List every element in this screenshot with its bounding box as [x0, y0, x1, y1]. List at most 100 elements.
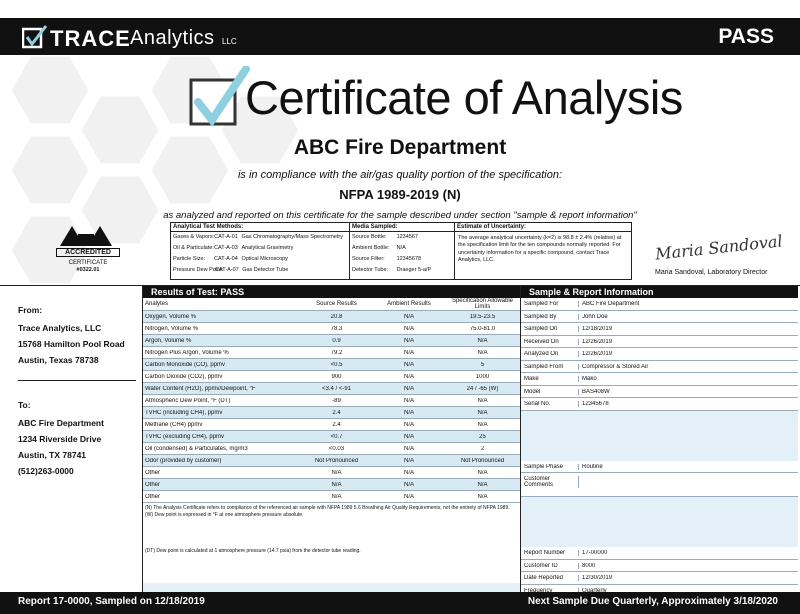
result-cell: N/A [477, 481, 488, 488]
results-title: Results of Test: PASS [143, 286, 520, 298]
result-cell: N/A [403, 385, 414, 392]
signature: Maria Sandoval [654, 231, 784, 264]
result-cell: N/A [403, 337, 414, 344]
sample-cell: Compressor & Stored Air [582, 363, 649, 370]
from-address: Trace Analytics, LLC 15768 Hamilton Pool … [18, 320, 125, 368]
result-row: Oil (condensed) & Particulates, mg/m3 <0.… [143, 443, 520, 455]
result-cell: 24 / -65 (W) [466, 385, 499, 392]
divider [18, 380, 136, 381]
result-cell: 900 [331, 373, 342, 380]
result-cell: 20.8 [330, 313, 343, 320]
result-row: Other N/A N/A N/A [143, 467, 520, 479]
sample-row: Make Mako [521, 373, 798, 386]
sample-cell: 12345678 [582, 401, 609, 407]
result-row: Nitrogen Plus Argon, Volume % 79.2 N/A N/A [143, 347, 520, 359]
reported-text: as analyzed and reported on this certifi… [163, 210, 637, 221]
result-cell: <0.03 [328, 445, 345, 452]
media-cell: Ambient Bottle: [352, 244, 390, 251]
from-label: From: [18, 305, 43, 315]
sample-group: Report Number 17-00000 Customer ID 8000 Date… [521, 547, 798, 597]
result-cell: 2.4 [332, 409, 341, 416]
header-bar: TRACE Analytics LLC PASS [0, 18, 800, 55]
result-cell: 75.0-81.0 [469, 325, 496, 332]
methods-box: Analytical Test Methods: Gases & Vapors: C… [170, 222, 350, 280]
sample-cell: Sampled By [521, 313, 579, 320]
result-cell: 1000 [475, 373, 490, 380]
method-row: Oil & Particulate: CAT-A-03 Analytical Gra… [171, 243, 349, 254]
sample-row: Analyzed On 12/26/2019 [521, 348, 798, 361]
media-cell: Detector Tube: [352, 266, 389, 273]
sample-cell: 8000 [582, 562, 596, 569]
sample-row: Customer ID 8000 [521, 559, 798, 572]
result-row: Other N/A N/A N/A [143, 479, 520, 491]
address-line: Trace Analytics, LLC [18, 323, 102, 333]
result-cell: N/A [403, 373, 414, 380]
result-cell: <3.4 / <-91 [321, 385, 352, 392]
logo-icon [22, 25, 48, 49]
result-cell: N/A [477, 493, 488, 500]
box-title: Analytical Test Methods: [171, 223, 349, 232]
media-row: Source Filter: 12345678 [350, 254, 454, 265]
method-cell: Gas Chromatography/Mass Spectrometry [241, 233, 344, 240]
badge: ACCREDITED [56, 248, 120, 257]
method-cell: Gases & Vapors: [173, 233, 215, 240]
title: Certificate of Analysis [245, 71, 683, 124]
sample-row: Serial No. 12345678 [521, 398, 798, 411]
sample-cell: ABC Fire Department [582, 301, 640, 307]
result-cell: Atmospheric Dew Point, °F (DT) [145, 397, 231, 404]
method-row: Particle Size: CAT-A-04 Optical Microscopy [171, 254, 349, 265]
result-cell: 78.3 [330, 325, 343, 332]
brand-sub: Analytics [130, 27, 215, 49]
result-row: Water Content (H2O), ppmv/Dewpoint, °F <3… [143, 383, 520, 395]
method-cell: Oil & Particulate: [173, 244, 214, 251]
result-cell: N/A [477, 397, 488, 404]
sample-cell: Sample Phase [521, 463, 579, 470]
sample-row: Received On 12/26/2019 [521, 335, 798, 348]
result-cell: N/A [403, 445, 414, 452]
result-cell: Water Content (H2O), ppmv/Dewpoint, °F [145, 385, 256, 392]
method-row: Pressure Dew Point: CAT-A-07 Gas Detector … [171, 265, 349, 276]
media-cell: 12345678 [396, 255, 422, 262]
result-cell: N/A [403, 457, 414, 464]
sample-cell: Quarterly [582, 587, 607, 594]
to-label: To: [18, 400, 31, 410]
notes: (N) The Analysis Certificate refers to c… [143, 503, 520, 583]
sample-row: Sampled From Compressor & Stored Air [521, 360, 798, 373]
sample-cell: John Doe [582, 313, 608, 320]
method-cell: CAT-A-07 [215, 266, 239, 273]
result-cell: Odor (provided by customer) [145, 457, 222, 464]
result-row: Other N/A N/A N/A [143, 491, 520, 503]
result-cell: N/A [331, 481, 342, 488]
compliance-text: is in compliance with the air/gas qualit… [237, 169, 563, 181]
result-cell: TVHC (excluding CH4), ppmv [145, 433, 225, 440]
sample-row: Model BAS408W [521, 385, 798, 398]
column-header: Source Results [316, 301, 357, 307]
result-cell: 79.2 [330, 349, 343, 356]
sample-cell: Analyzed On [521, 351, 579, 357]
sample-cell: Routine [582, 463, 603, 470]
address-line: Austin, Texas 78738 [18, 355, 99, 365]
sample-cell: Model [521, 388, 579, 395]
sample-group: Sample Phase Routine Customer Comments [521, 460, 798, 497]
result-cell: -89 [332, 397, 341, 404]
brand-suffix: LLC [222, 37, 237, 46]
result-cell: N/A [403, 349, 414, 356]
result-cell: N/A [403, 361, 414, 368]
address-line: 15768 Hamilton Pool Road [18, 339, 125, 349]
organization: ABC Fire Department [293, 136, 507, 159]
note: (N) The Analysis Certificate refers to c… [145, 505, 510, 511]
sample-cell: Frequency [521, 587, 579, 594]
result-cell: N/A [331, 493, 342, 500]
status: PASS [718, 25, 774, 48]
result-cell: N/A [403, 313, 414, 320]
result-cell: 19.5-23.5 [469, 313, 496, 320]
result-cell: Oil (condensed) & Particulates, mg/m3 [145, 445, 248, 452]
results-header: Analytes Source Results Ambient Results Spe… [143, 298, 520, 311]
result-cell: Not Pronounced [460, 457, 505, 464]
result-cell: N/A [403, 421, 414, 428]
result-row: Odor (provided by customer) Not Pronounce… [143, 455, 520, 467]
uncertainty-box: Estimate of Uncertainty: The average anal… [454, 222, 632, 280]
address-line: Austin, TX 78741 [18, 450, 87, 460]
media-row: Ambient Bottle: N/A [350, 243, 454, 254]
